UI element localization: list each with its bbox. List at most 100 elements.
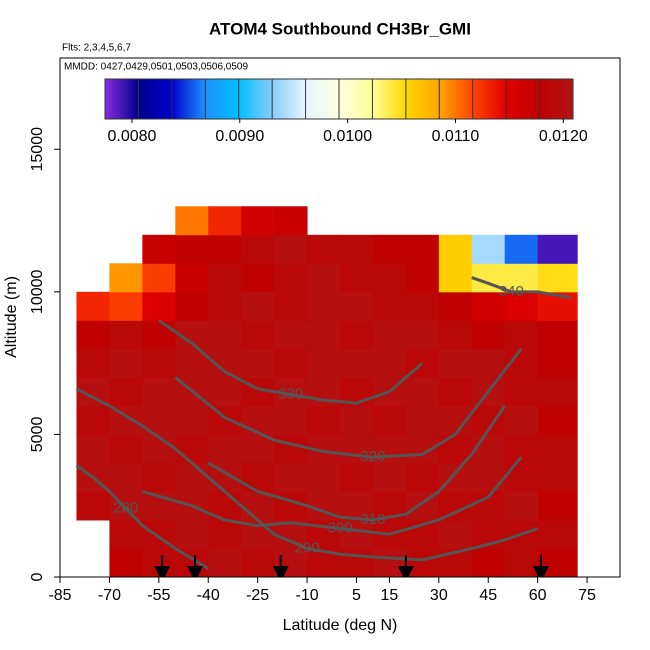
heat-cell xyxy=(208,548,242,577)
heat-cell xyxy=(438,348,473,378)
x-tick-label: -70 xyxy=(98,587,121,604)
heat-cell xyxy=(340,434,374,464)
heat-cell xyxy=(76,291,110,321)
heat-cell xyxy=(340,405,374,435)
heat-cell xyxy=(372,320,407,350)
colorbar-tick-label: 0.0110 xyxy=(432,128,480,145)
heat-cell xyxy=(537,405,578,435)
heat-cell xyxy=(372,234,407,264)
heat-cell xyxy=(142,548,176,577)
contour-label: 340 xyxy=(499,283,524,300)
heat-cell xyxy=(340,519,374,549)
heat-cell xyxy=(175,519,209,549)
heat-cell xyxy=(241,206,275,236)
x-tick-label: 30 xyxy=(430,587,448,604)
heat-cell xyxy=(307,320,341,350)
heat-cell xyxy=(241,548,275,577)
heat-cell xyxy=(76,320,110,350)
heat-cell xyxy=(405,462,440,492)
heat-cell xyxy=(109,291,143,321)
heat-cell xyxy=(537,434,578,464)
y-tick-label: 5000 xyxy=(29,417,46,453)
heat-cell xyxy=(504,491,539,521)
colorbar-tick-label: 0.0120 xyxy=(539,128,588,145)
heat-cell xyxy=(307,462,341,492)
heat-cell xyxy=(372,434,407,464)
heat-cell xyxy=(109,434,143,464)
heat-cell xyxy=(537,462,578,492)
heat-cell xyxy=(471,548,506,577)
heat-cell xyxy=(175,263,209,293)
heat-cell xyxy=(274,405,308,435)
heat-cell xyxy=(471,462,506,492)
heat-cell xyxy=(208,291,242,321)
heat-cell xyxy=(340,320,374,350)
heat-cell xyxy=(537,234,578,264)
heat-cell xyxy=(274,234,308,264)
heat-cell xyxy=(208,263,242,293)
x-tick-label: 75 xyxy=(578,587,596,604)
heat-cell xyxy=(438,320,473,350)
heat-cell xyxy=(142,320,176,350)
heat-cell xyxy=(307,348,341,378)
heat-cell xyxy=(142,234,176,264)
heat-cell xyxy=(405,377,440,407)
heat-cell xyxy=(405,263,440,293)
x-tick-label: -40 xyxy=(197,587,220,604)
y-tick-label: 15000 xyxy=(29,127,46,172)
heat-cell xyxy=(274,434,308,464)
heat-cell xyxy=(241,320,275,350)
heat-cell xyxy=(109,263,143,293)
heat-cell xyxy=(76,348,110,378)
heat-cell xyxy=(76,434,110,464)
heat-cell xyxy=(274,320,308,350)
contour-label: 280 xyxy=(113,500,138,517)
y-tick-label: 0 xyxy=(29,572,46,581)
heat-cell xyxy=(175,206,209,236)
heat-cell xyxy=(405,548,440,577)
heat-cell xyxy=(109,377,143,407)
heat-cell xyxy=(307,263,341,293)
heat-cell xyxy=(504,548,539,577)
y-axis-label: Altitude (m) xyxy=(3,276,20,358)
heat-cell xyxy=(109,462,143,492)
heat-cell xyxy=(340,291,374,321)
contour-label: 300 xyxy=(327,519,352,536)
heat-cell xyxy=(208,405,242,435)
heat-cell xyxy=(438,519,473,549)
contour-line xyxy=(174,347,523,459)
heat-cell xyxy=(142,348,176,378)
contour-label: 330 xyxy=(278,385,303,402)
heat-cell xyxy=(537,519,578,549)
heat-cell xyxy=(438,234,473,264)
heat-cell xyxy=(175,462,209,492)
x-tick-label: -25 xyxy=(246,587,269,604)
heat-cell xyxy=(208,519,242,549)
x-tick-label: 60 xyxy=(529,587,547,604)
heat-cell xyxy=(340,234,374,264)
heat-cell xyxy=(372,405,407,435)
x-tick-label: -85 xyxy=(48,587,71,604)
heat-cell xyxy=(109,519,143,549)
plot-frame xyxy=(59,57,621,578)
heat-cell xyxy=(504,291,539,321)
heat-cell xyxy=(504,462,539,492)
heat-cell xyxy=(175,291,209,321)
heat-cell xyxy=(241,405,275,435)
x-tick-label: 5 xyxy=(352,587,361,604)
heat-cell xyxy=(208,377,242,407)
heat-cell xyxy=(208,234,242,264)
heat-cell xyxy=(274,348,308,378)
heat-cell xyxy=(340,548,374,577)
heat-cell xyxy=(537,548,578,577)
heat-cell xyxy=(471,291,506,321)
contour-line xyxy=(75,387,539,562)
heat-cell xyxy=(142,263,176,293)
heat-cell xyxy=(372,462,407,492)
heat-cell xyxy=(109,548,143,577)
x-tick-label: 45 xyxy=(479,587,497,604)
heat-cell xyxy=(208,206,242,236)
heat-cell xyxy=(405,234,440,264)
heat-cell xyxy=(76,405,110,435)
